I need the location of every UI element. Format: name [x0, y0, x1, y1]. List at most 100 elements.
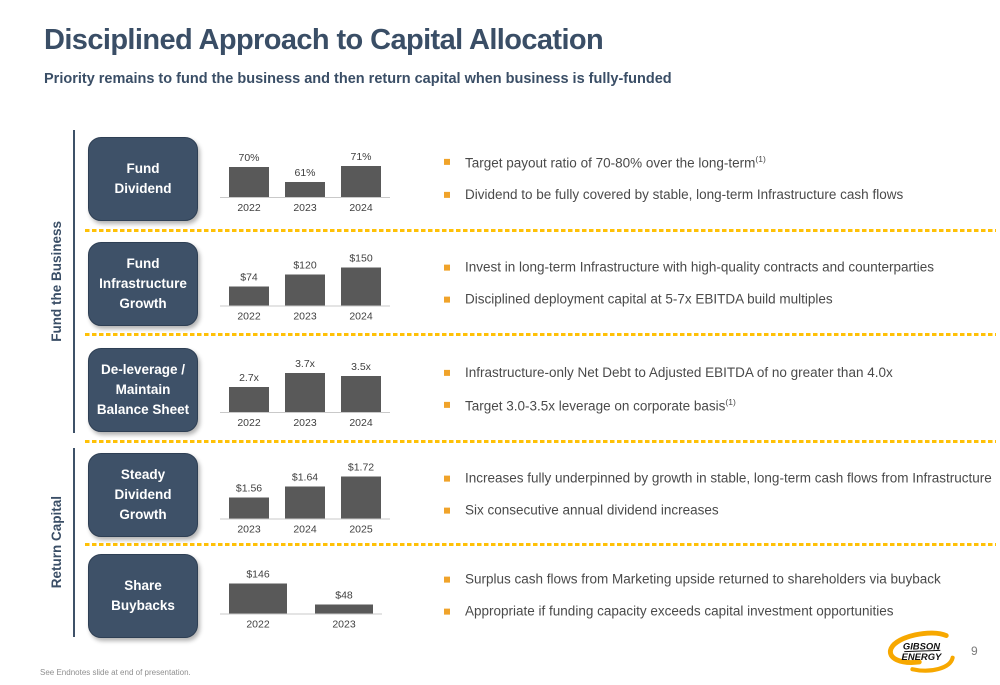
bar: [285, 274, 325, 306]
bullet-item: Dividend to be fully covered by stable, …: [443, 187, 992, 204]
category-label: 2022: [237, 202, 261, 214]
bar-value-label: $150: [349, 252, 373, 265]
category-label: 2023: [293, 417, 317, 429]
bar: [341, 267, 381, 306]
chart-category-labels: 2022 2023 2024: [229, 202, 381, 214]
bar-column: 3.7x: [285, 358, 325, 412]
bar-chart: $74 $120 $150 2022 2023 2024: [220, 246, 390, 323]
bar: [285, 373, 325, 412]
bar-value-label: $1.56: [235, 482, 263, 495]
row-fund-infrastructure-growth: Fund Infrastructure Growth $74 $120 $150 20…: [0, 234, 1000, 334]
chart-bars: $1.56 $1.64 $1.72: [229, 455, 381, 519]
page-title: Disciplined Approach to Capital Allocati…: [44, 24, 604, 56]
bar-column: $48: [315, 590, 373, 614]
category-label: 2024: [349, 417, 373, 429]
category-label: 2025: [349, 523, 373, 536]
row-share-buybacks: Share Buybacks $146 $48 2022 2023 Surplus c…: [0, 550, 1000, 642]
bullet-item: Six consecutive annual dividend increase…: [443, 503, 992, 520]
pillar-label: De-leverage / Maintain Balance Sheet: [88, 348, 198, 432]
page-number: 9: [971, 644, 978, 658]
bullet-list: Increases fully underpinned by growth in…: [443, 471, 992, 520]
bar-column: 3.5x: [341, 361, 381, 412]
dashed-separator: [85, 543, 996, 546]
category-label: 2022: [246, 618, 270, 631]
logo-text-line2: ENERGY: [902, 651, 943, 662]
bar: [229, 286, 269, 306]
bar-value-label: 3.7x: [295, 358, 315, 370]
bar: [341, 476, 381, 519]
bar-chart: 70% 61% 71% 2022 2023 2024: [220, 144, 390, 214]
pillar-label: Steady Dividend Growth: [88, 453, 198, 537]
bar-value-label: 61%: [294, 167, 316, 179]
bar: [229, 497, 269, 519]
page-subtitle: Priority remains to fund the business an…: [44, 71, 672, 87]
row-steady-dividend-growth: Steady Dividend Growth $1.56 $1.64 $1.72 20…: [0, 446, 1000, 544]
bar-chart: $1.56 $1.64 $1.72 2023 2024 2025: [220, 455, 390, 536]
bar-value-label: $146: [246, 568, 270, 581]
bar-column: $74: [229, 272, 269, 306]
category-label: 2024: [349, 202, 373, 214]
pillar-label: Fund Dividend: [88, 137, 198, 221]
category-label: 2024: [293, 523, 317, 536]
bar: [285, 182, 325, 197]
bullet-item: Target payout ratio of 70-80% over the l…: [443, 154, 992, 172]
bar-column: $146: [229, 569, 287, 614]
chart-category-labels: 2022 2023 2024: [229, 311, 381, 323]
chart-baseline: [220, 305, 390, 307]
group-rail-return-capital: Return Capital: [40, 448, 75, 637]
bullet-item: Target 3.0-3.5x leverage on corporate ba…: [443, 397, 992, 415]
dashed-separator: [85, 440, 996, 443]
bar-column: 70%: [229, 152, 269, 197]
chart-category-labels: 2023 2024 2025: [229, 524, 381, 536]
category-label: 2023: [293, 310, 317, 323]
bar-value-label: $120: [293, 259, 317, 272]
pillar-label: Share Buybacks: [88, 554, 198, 638]
bar-column: $1.64: [285, 472, 325, 519]
bar-value-label: $1.72: [347, 461, 375, 474]
row-fund-dividend: Fund Dividend 70% 61% 71% 2022 2023 2024 Targ…: [0, 128, 1000, 230]
chart-baseline: [220, 412, 390, 413]
bullet-item: Surplus cash flows from Marketing upside…: [443, 572, 992, 589]
category-label: 2024: [349, 310, 373, 323]
bar-value-label: $1.64: [291, 471, 319, 484]
bar: [285, 486, 325, 519]
bar-column: 61%: [285, 167, 325, 197]
footnote-marker: (1): [755, 153, 766, 164]
category-label: 2023: [237, 523, 261, 536]
bar-column: 2.7x: [229, 372, 269, 412]
bar-column: $1.56: [229, 483, 269, 519]
chart-category-labels: 2022 2023: [229, 619, 373, 631]
bullet-list: Target payout ratio of 70-80% over the l…: [443, 154, 992, 204]
chart-baseline: [220, 197, 390, 198]
bar-value-label: 3.5x: [351, 361, 371, 373]
category-label: 2023: [332, 618, 356, 631]
chart-bars: $146 $48: [229, 562, 373, 614]
bar: [229, 583, 287, 614]
bar-value-label: $48: [335, 589, 353, 602]
bar-value-label: 71%: [350, 151, 372, 163]
bar-chart: 2.7x 3.7x 3.5x 2022 2023 2024: [220, 351, 390, 429]
bar-column: $150: [341, 253, 381, 306]
pillar-label: Fund Infrastructure Growth: [88, 242, 198, 326]
footnote-marker: (1): [725, 396, 736, 407]
bar-value-label: 2.7x: [239, 372, 259, 384]
bar: [341, 376, 381, 412]
logo-text-line1: GIBSON: [903, 641, 940, 652]
gibson-energy-logo: GIBSON ENERGY: [887, 630, 955, 673]
bullet-list: Infrastructure-only Net Debt to Adjusted…: [443, 365, 992, 415]
group-rail-fund-the-business: Fund the Business: [40, 130, 75, 433]
dashed-separator: [85, 229, 996, 232]
bar: [341, 166, 381, 197]
bullet-item: Invest in long-term Infrastructure with …: [443, 260, 992, 277]
bullet-item: Appropriate if funding capacity exceeds …: [443, 604, 992, 621]
bar: [229, 167, 269, 197]
chart-baseline: [220, 613, 382, 615]
endnotes-footnote: See Endnotes slide at end of presentatio…: [40, 668, 191, 677]
category-label: 2023: [293, 202, 317, 214]
bar: [229, 387, 269, 412]
bar-value-label: $74: [240, 271, 258, 284]
bullet-item: Disciplined deployment capital at 5-7x E…: [443, 292, 992, 309]
bullet-list: Invest in long-term Infrastructure with …: [443, 260, 992, 309]
chart-bars: $74 $120 $150: [229, 246, 381, 306]
